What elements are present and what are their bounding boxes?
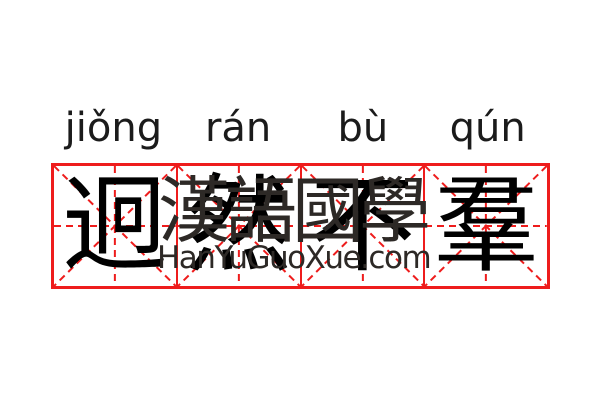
pinyin-syllable: qún: [449, 105, 526, 151]
grid-cell: 然: [175, 164, 300, 287]
idiom-character: 不: [309, 164, 416, 287]
mizige-guides-icon: [425, 166, 547, 286]
pinyin-syllable: rán: [204, 105, 272, 151]
pinyin-row: jiǒng rán bù qún: [51, 98, 550, 150]
pinyin-syllable: bù: [337, 105, 389, 151]
mizige-guides-icon: [178, 166, 300, 286]
grid-cell: 羣: [423, 166, 547, 286]
idiom-character: 然: [185, 164, 292, 287]
grid-cell: 迥: [54, 166, 176, 286]
pinyin-syllable: jiǒng: [64, 105, 163, 151]
mizige-guides-icon: [54, 166, 176, 286]
writing-grid: 迥 然 不: [51, 163, 550, 289]
idiom-character: 羣: [433, 164, 540, 287]
mizige-guides-icon: [302, 166, 424, 286]
grid-cell: 不: [299, 164, 424, 287]
idiom-character: 迥: [61, 164, 168, 287]
